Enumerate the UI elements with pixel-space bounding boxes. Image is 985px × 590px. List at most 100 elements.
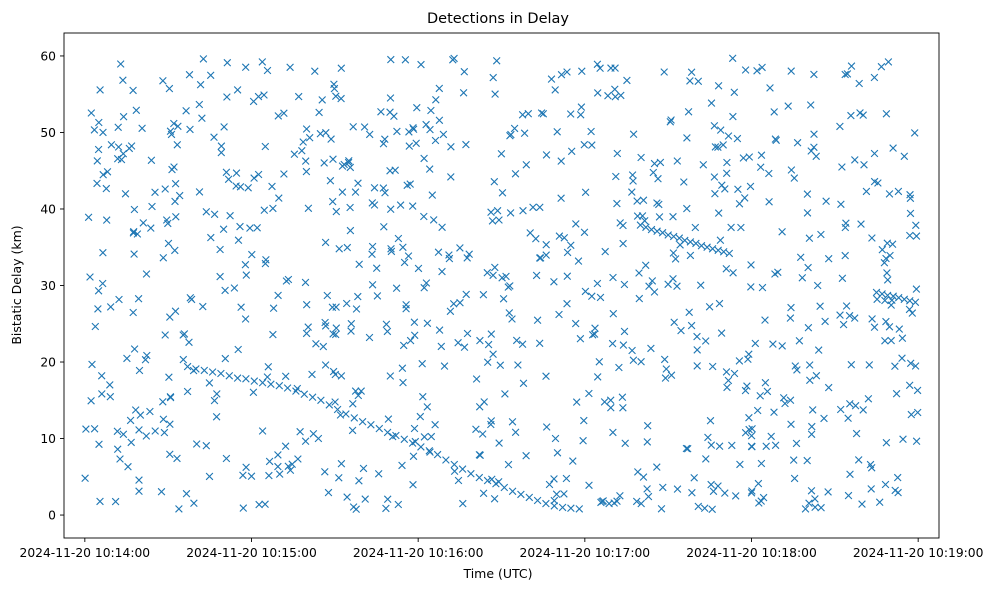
clutter-marker [555, 310, 563, 319]
clutter-marker [884, 58, 893, 66]
clutter-marker [113, 445, 122, 453]
clutter-marker [134, 294, 143, 303]
clutter-marker [216, 272, 224, 281]
clutter-marker [686, 251, 695, 260]
clutter-marker [413, 103, 421, 112]
clutter-marker [790, 174, 799, 182]
clutter-marker [365, 333, 374, 342]
track-marker-1 [533, 496, 542, 505]
clutter-marker [881, 296, 889, 305]
clutter-marker [729, 112, 737, 121]
clutter-marker [731, 492, 740, 500]
track-marker-1 [550, 502, 559, 510]
clutter-marker [807, 487, 816, 495]
clutter-marker [459, 499, 467, 508]
clutter-marker [506, 131, 514, 140]
clutter-marker [821, 317, 829, 326]
clutter-marker [405, 142, 414, 150]
track-marker-1 [525, 493, 534, 502]
clutter-marker [123, 354, 131, 363]
clutter-marker [892, 389, 901, 398]
clutter-marker [688, 488, 696, 497]
clutter-marker [129, 229, 138, 237]
clutter-marker [351, 188, 360, 196]
clutter-marker [171, 179, 180, 188]
clutter-marker [870, 73, 879, 82]
clutter-marker [253, 224, 261, 232]
clutter-marker [609, 309, 618, 318]
y-axis-ticks: 0 10 20 30 40 50 60 [40, 49, 64, 523]
chart-title: Detections in Delay [427, 11, 569, 27]
clutter-marker [571, 319, 580, 328]
clutter-marker [691, 223, 700, 232]
track-marker-2 [675, 234, 684, 242]
clutter-marker [330, 80, 338, 89]
clutter-marker [337, 372, 346, 380]
clutter-marker [326, 176, 335, 185]
track-marker-2 [725, 249, 734, 258]
track-marker-1 [275, 381, 284, 390]
clutter-marker [694, 77, 703, 86]
clutter-marker [159, 398, 167, 406]
clutter-marker [842, 219, 850, 227]
clutter-marker [635, 294, 644, 303]
clutter-marker [346, 203, 354, 212]
clutter-marker [895, 325, 904, 333]
clutter-marker [459, 89, 468, 97]
clutter-marker [900, 152, 909, 161]
clutter-marker [269, 204, 277, 213]
clutter-marker [495, 216, 503, 224]
clutter-marker [284, 462, 293, 471]
clutter-marker [175, 191, 184, 200]
clutter-marker [400, 258, 409, 267]
clutter-marker [166, 393, 175, 401]
clutter-marker [807, 430, 816, 439]
clutter-marker [844, 491, 853, 500]
clutter-marker [422, 120, 430, 129]
clutter-marker [905, 305, 914, 314]
clutter-marker [847, 62, 856, 70]
track-marker-2 [703, 243, 711, 251]
clutter-marker [822, 197, 830, 205]
clutter-marker [418, 359, 426, 368]
clutter-marker [113, 427, 122, 436]
clutter-marker [837, 200, 845, 209]
clutter-marker [386, 94, 395, 102]
clutter-marker [258, 58, 267, 66]
clutter-marker [711, 143, 720, 151]
clutter-marker [119, 149, 128, 158]
clutter-marker [230, 284, 239, 292]
clutter-marker [824, 254, 833, 263]
x-tick-label: 2024-11-20 10:15:00 [186, 546, 317, 560]
clutter-marker [620, 280, 629, 289]
clutter-marker [714, 143, 722, 151]
clutter-marker [166, 450, 174, 459]
clutter-marker [533, 316, 542, 324]
clutter-marker [512, 336, 521, 345]
track-marker-1 [367, 421, 375, 429]
clutter-marker [255, 500, 263, 509]
clutter-marker [748, 442, 756, 451]
clutter-marker [221, 286, 229, 295]
clutter-marker [476, 336, 484, 345]
x-tick-label: 2024-11-20 10:14:00 [20, 546, 151, 560]
clutter-marker [496, 361, 505, 369]
clutter-marker [811, 495, 819, 503]
clutter-marker [355, 477, 363, 485]
clutter-marker [348, 426, 357, 435]
clutter-marker [290, 150, 299, 158]
clutter-marker [536, 254, 545, 262]
clutter-marker [190, 499, 198, 507]
clutter-marker [475, 403, 484, 411]
clutter-marker [417, 60, 425, 69]
clutter-marker [836, 122, 844, 131]
clutter-marker [489, 271, 497, 280]
clutter-marker [708, 362, 717, 371]
clutter-marker [410, 331, 419, 340]
clutter-marker [635, 269, 643, 277]
clutter-marker [135, 426, 143, 434]
clutter-marker [814, 346, 823, 354]
clutter-marker [615, 363, 623, 372]
x-axis-ticks: 2024-11-20 10:14:00 2024-11-20 10:15:00 20… [20, 538, 983, 560]
track-marker-1 [483, 476, 492, 485]
